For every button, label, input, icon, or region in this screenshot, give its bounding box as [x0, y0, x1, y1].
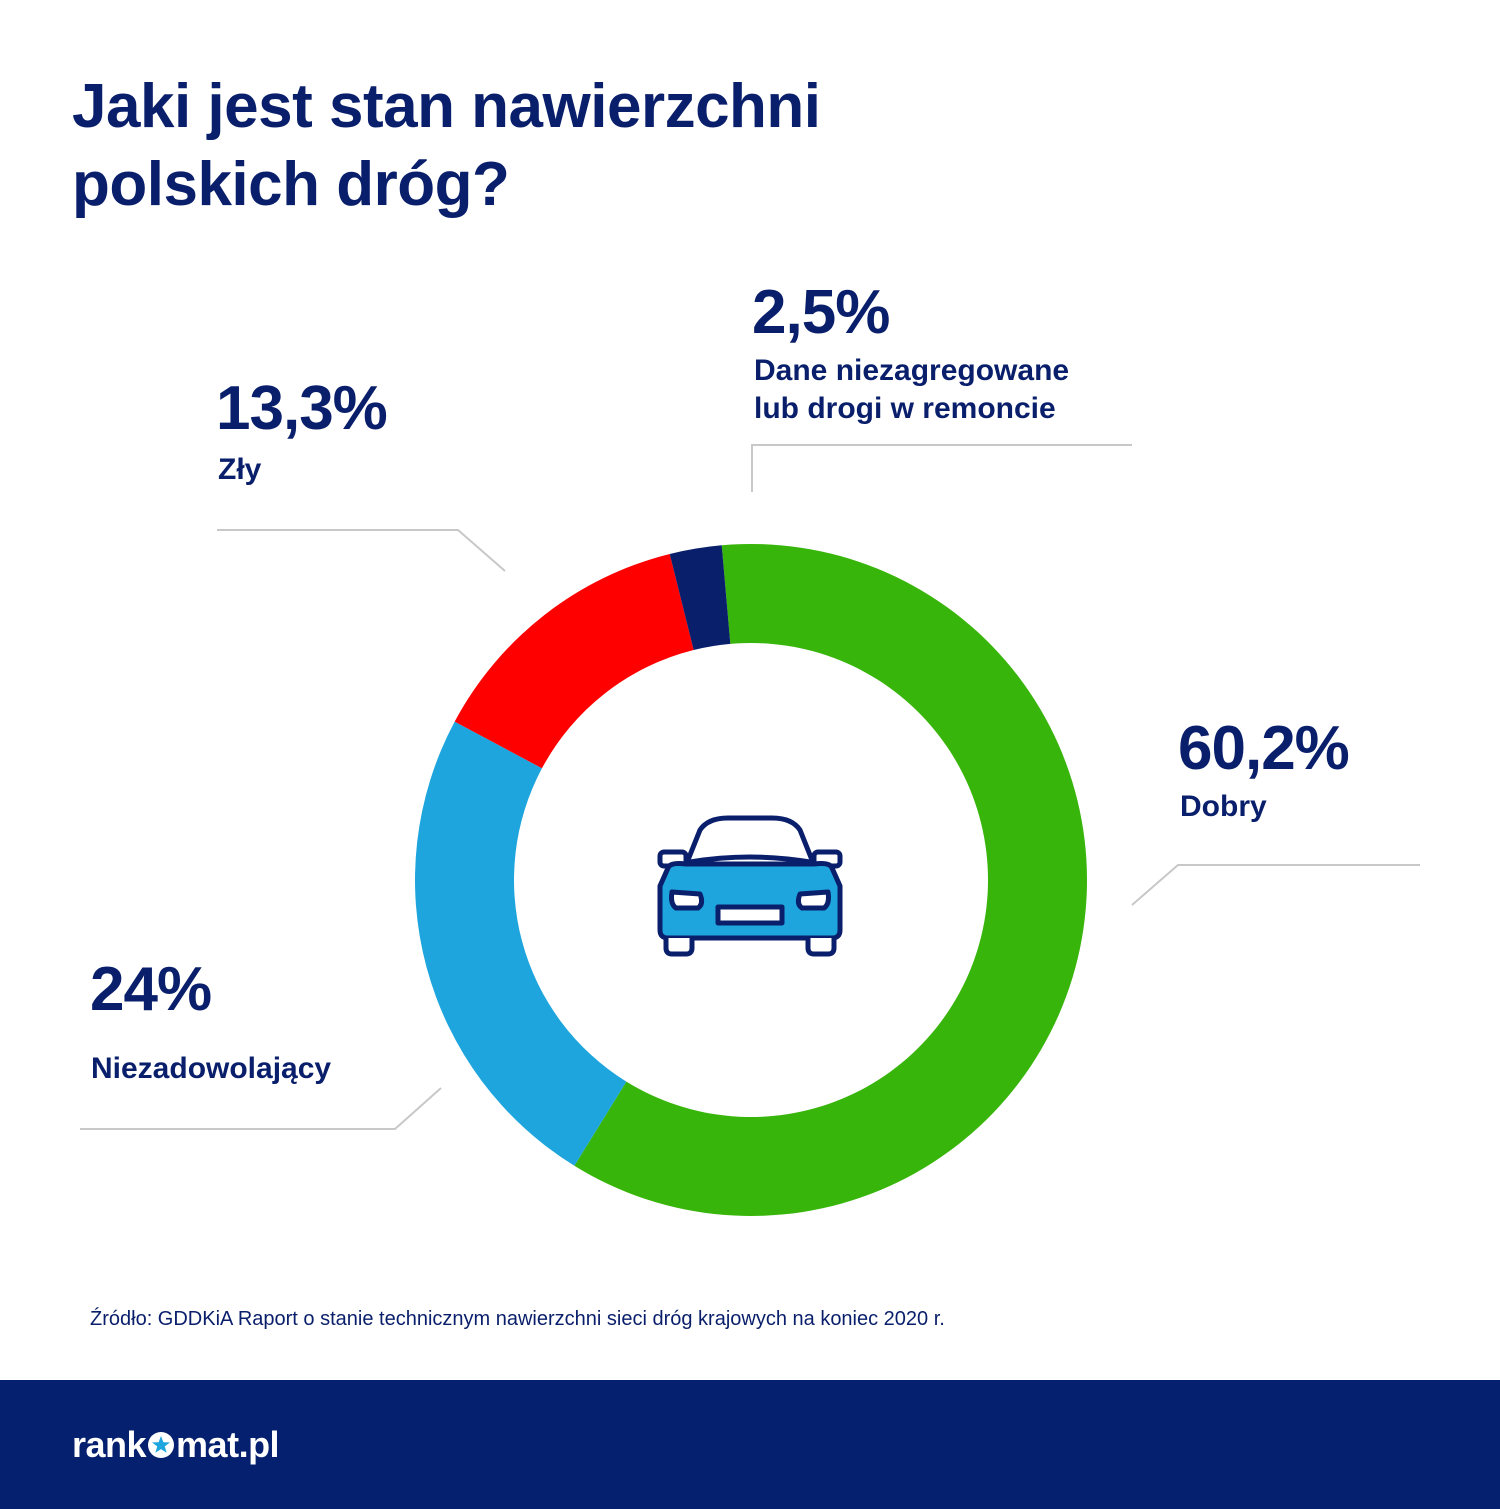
donut-slice-1 — [414, 721, 627, 1166]
logo-text-right: mat.pl — [176, 1424, 280, 1465]
slice-dobry-percent: 60,2% — [1178, 714, 1350, 783]
slice-dane-label-line1: Dane niezagregowane — [754, 354, 1070, 387]
source-note: Źródło: GDDKiA Raport o stanie techniczn… — [90, 1308, 945, 1330]
footer-bar — [0, 1380, 1500, 1509]
star-icon — [148, 1432, 175, 1458]
leader-line-zly — [217, 529, 506, 572]
slice-zly-percent: 13,3% — [216, 374, 388, 443]
brand-logo[interactable]: rank mat.pl — [72, 1423, 280, 1467]
donut-slice-2 — [454, 553, 694, 769]
slice-niezadowolajacy-label: Niezadowolający — [91, 1052, 332, 1085]
leader-line-dane — [751, 444, 1132, 492]
donut-slice-0 — [574, 544, 1087, 1216]
leader-line-dobry — [1131, 864, 1420, 906]
donut-slices — [414, 544, 1087, 1216]
slice-niezadowolajacy-percent: 24% — [90, 955, 212, 1024]
slice-dane-percent: 2,5% — [752, 278, 890, 347]
slice-dobry-label: Dobry — [1180, 790, 1267, 823]
slice-zly-label: Zły — [218, 453, 262, 486]
slice-dane-label-line2: lub drogi w remoncie — [754, 392, 1056, 425]
donut-slice-3 — [669, 545, 731, 651]
logo-text-left: rank — [72, 1424, 147, 1465]
chart-title: Jaki jest stan nawierzchni polskich dróg… — [72, 72, 821, 219]
donut-chart — [80, 444, 1420, 1216]
leader-line-niezadowolajacy — [80, 1087, 442, 1130]
car-icon — [657, 815, 843, 957]
